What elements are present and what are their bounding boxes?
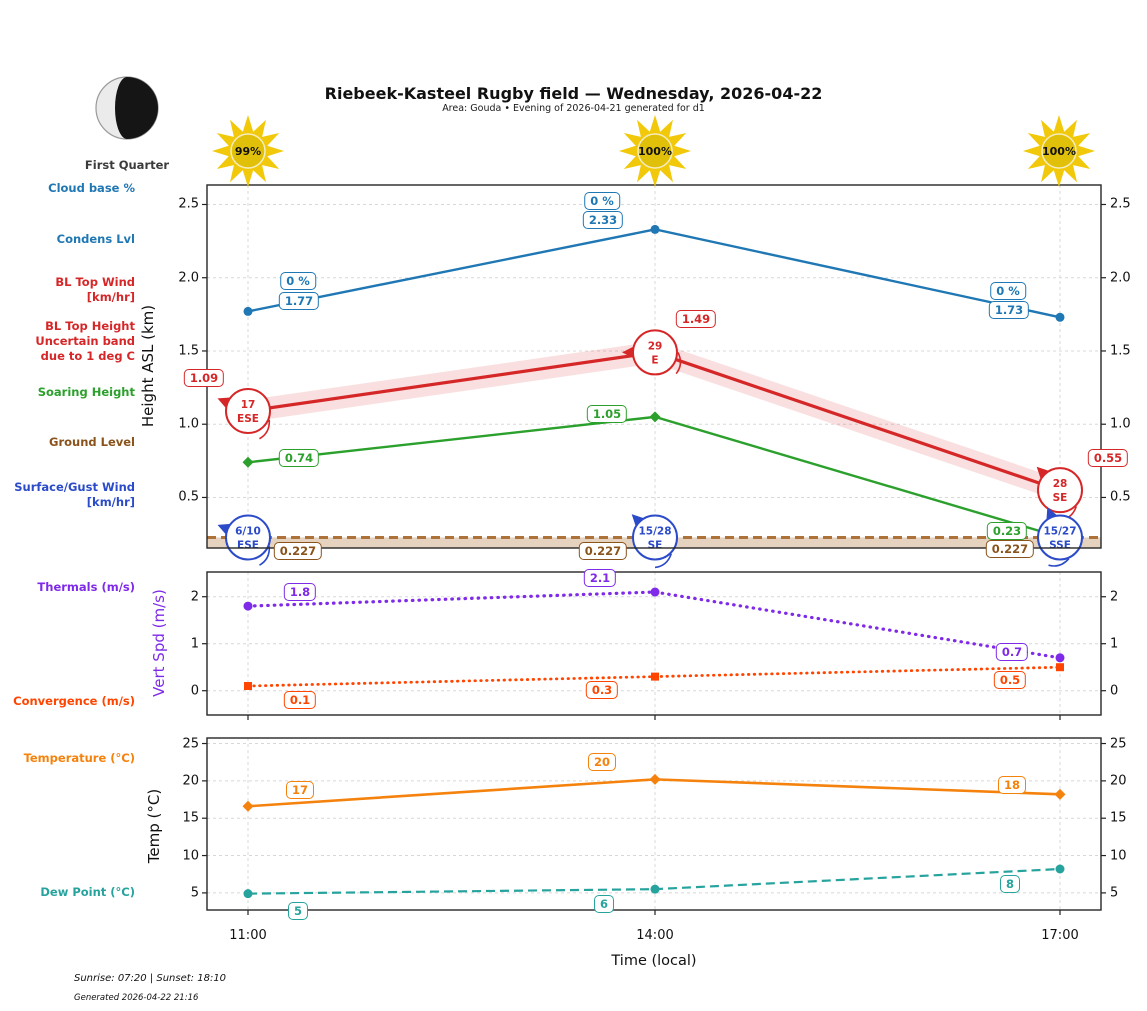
wind-direction-arrow-icon (622, 345, 635, 359)
legend-soaring-height: Soaring Height (37, 385, 135, 399)
sun-rays-icon (212, 115, 284, 187)
condens-lvl-line (247, 228, 1061, 319)
moon-phase-icon (94, 75, 160, 141)
sun-rays-icon (1023, 115, 1095, 187)
surface-gust-wind-wind-speed: 15/27 (1043, 525, 1076, 537)
bl-top-height-wind-dial: 28 SE (1036, 466, 1083, 521)
x-tick-1400: 14:00 (636, 928, 674, 943)
bl-top-height-wind-direction: ESE (237, 413, 259, 425)
surface-gust-wind-wind-dial: 15/28 SE (631, 514, 678, 569)
bl-top-height-wind-dial: 17 ESE (217, 388, 271, 440)
condens-lvl-point (1055, 312, 1065, 322)
temperature-plot-border (206, 737, 1102, 911)
legend-cloud-base: Cloud base % (48, 181, 135, 195)
dew-point-point (243, 889, 253, 899)
convergence-point (1056, 663, 1064, 672)
surface-gust-wind-wind-speed: 6/10 (235, 525, 261, 537)
vert-speed-plot-border (206, 571, 1102, 716)
temperature-point (649, 773, 661, 785)
page-subtitle: Area: Gouda • Evening of 2026-04-21 gene… (442, 103, 705, 114)
legend-thermals: Thermals (m/s) (37, 580, 135, 594)
bl-top-height-wind-speed: 29 (648, 340, 663, 352)
condens-lvl-point (650, 224, 660, 234)
moon-phase-label: First Quarter (84, 158, 170, 172)
surface-gust-wind-wind-direction: ESE (237, 539, 259, 551)
condens-lvl-point (243, 306, 253, 316)
sunrise-sunset-note: Sunrise: 07:20 | Sunset: 18:10 (74, 973, 227, 984)
soaring-height-point (649, 411, 661, 423)
surface-gust-wind-wind-dial: 6/10 ESE (217, 514, 271, 566)
wind-dial-tail (675, 352, 682, 375)
sun-percentage: 100% (1042, 144, 1076, 158)
legend-ground-level: Ground Level (49, 435, 135, 449)
bl-top-height-wind-speed: 28 (1053, 478, 1068, 490)
legend-temperature: Temperature (°C) (23, 751, 135, 765)
x-tick-1700: 17:00 (1041, 928, 1079, 943)
sun-icon: 99% (211, 114, 285, 188)
thermals-point (243, 601, 253, 611)
generated-note: Generated 2026-04-22 21:16 (74, 993, 199, 1003)
dew-point-point (1055, 864, 1065, 874)
wind-dial-tail (259, 419, 271, 440)
wind-dial-tail (654, 553, 673, 569)
sun-icon: 100% (1022, 114, 1096, 188)
heights-plot-border (206, 184, 1102, 549)
thermals-point (1055, 653, 1065, 663)
convergence-point (651, 672, 659, 681)
surface-gust-wind-wind-direction: SSE (1049, 539, 1071, 551)
wind-direction-arrow-icon (1036, 466, 1051, 481)
sun-rays-icon (619, 115, 691, 187)
legend-convergence: Convergence (m/s) (13, 694, 135, 708)
surface-gust-wind-wind-direction: SE (648, 539, 663, 551)
legend-bl-top-wind: BL Top Wind [km/hr] (55, 275, 135, 304)
thermals-point (650, 587, 660, 597)
bl-top-height-wind-speed: 17 (241, 399, 256, 411)
page-title: Riebeek-Kasteel Rugby field — Wednesday,… (324, 84, 823, 103)
y-axis-title-vert-spd: Vert Spd (m/s) (150, 589, 168, 697)
soaring-height-point (242, 456, 254, 468)
x-axis-title: Time (local) (611, 953, 697, 969)
bl-top-height-wind-dial: 29 E (622, 329, 682, 376)
x-tick-1100: 11:00 (229, 928, 267, 943)
temperature-point (242, 800, 254, 812)
legend-condens-lvl: Condens Lvl (56, 232, 135, 246)
surface-gust-wind-wind-speed: 15/28 (638, 525, 671, 537)
legend-bl-top-height: BL Top Height Uncertain band due to 1 de… (35, 319, 135, 363)
sun-percentage: 100% (638, 144, 672, 158)
bl-top-height-wind-direction: SE (1053, 492, 1068, 504)
temperature-point (1054, 788, 1066, 800)
thermals-line (246, 590, 1062, 660)
surface-gust-wind-wind-dial: 15/27 SSE (1037, 506, 1083, 567)
convergence-point (244, 682, 252, 691)
sun-percentage: 99% (234, 144, 262, 158)
wind-direction-arrow-icon (631, 514, 646, 528)
legend-dew-point: Dew Point (°C) (40, 885, 135, 899)
wind-dial-tail (1048, 558, 1070, 567)
y-axis-title-temp: Temp (°C) (145, 788, 163, 864)
bl-top-height-wind-direction: E (651, 354, 658, 366)
legend-surface-gust-wind: Surface/Gust Wind [km/hr] (14, 480, 135, 509)
y-axis-title-height: Height ASL (km) (139, 304, 157, 428)
dew-point-point (650, 884, 660, 894)
sun-icon: 100% (618, 114, 692, 188)
